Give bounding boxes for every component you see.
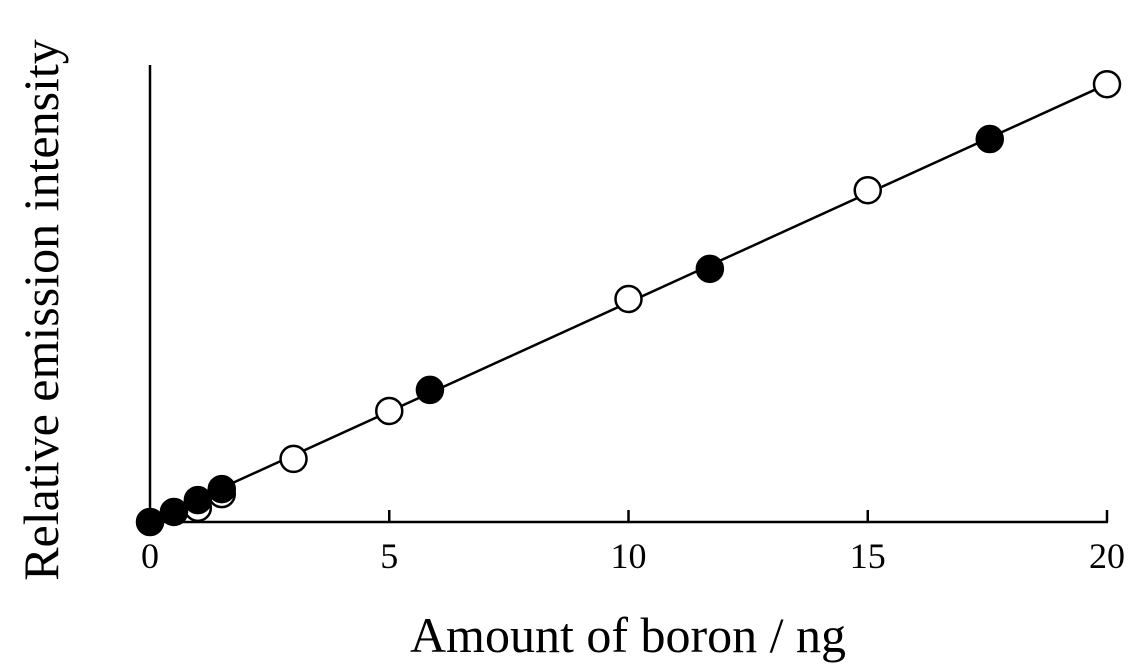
open-point: [614, 284, 643, 314]
y-axis-label: Relative emission intensity: [13, 39, 69, 581]
open-point: [853, 175, 882, 205]
filled-point: [183, 485, 213, 515]
open-point: [1092, 69, 1122, 99]
x-tick-label: 15: [850, 536, 886, 576]
filled-point: [207, 474, 237, 504]
open-point: [375, 396, 404, 426]
filled-point: [695, 254, 725, 284]
x-tick-label: 10: [611, 536, 647, 576]
x-tick-label: 20: [1089, 536, 1125, 576]
filled-point: [159, 497, 189, 527]
x-axis-label: Amount of boron / ng: [410, 607, 846, 663]
x-tick-label: 5: [380, 536, 398, 576]
filled-point: [415, 375, 445, 405]
filled-point: [135, 507, 165, 537]
x-tick-label: 0: [141, 536, 159, 576]
filled-point: [975, 124, 1005, 154]
open-point: [279, 444, 308, 474]
